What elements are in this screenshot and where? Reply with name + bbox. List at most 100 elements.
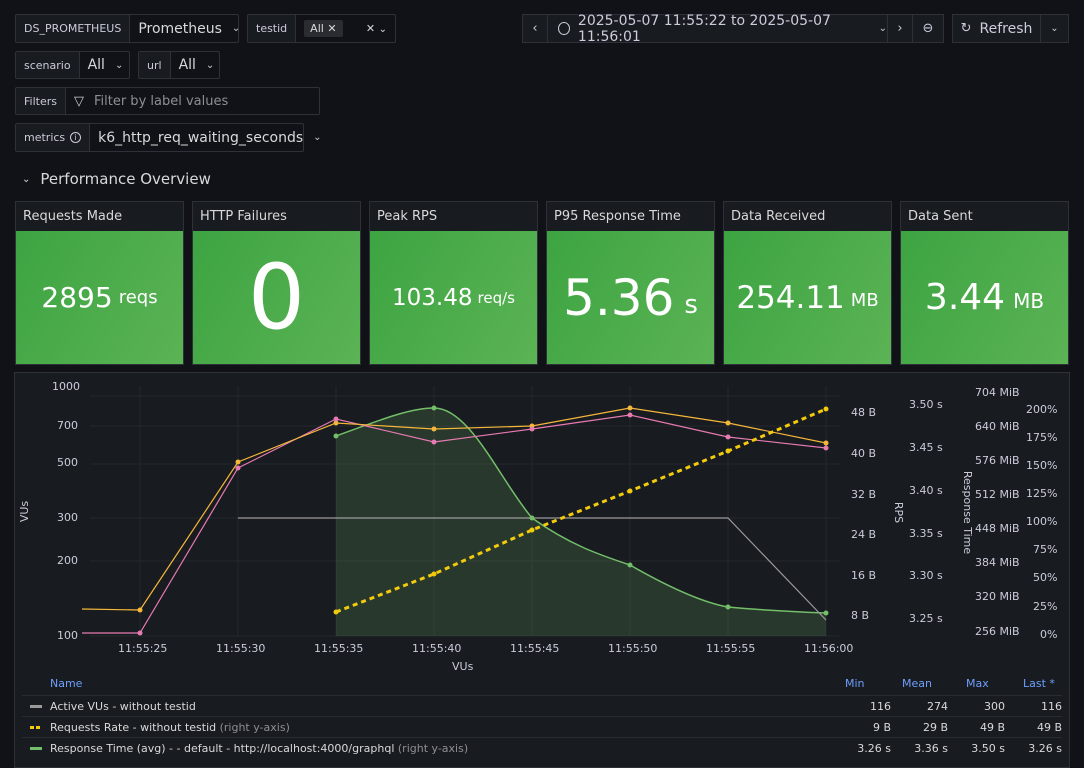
time-picker-button[interactable]: 2025-05-07 11:55:22 to 2025-05-07 11:56:… [547,12,888,45]
row-header[interactable]: ⌄ Performance Overview [22,170,211,188]
stat-body: 0 [193,231,360,364]
stat-panel-peak-rps[interactable]: Peak RPS 103.48 req/s [369,201,538,365]
metrics-label-text: metrics [24,131,66,144]
chevron-down-icon[interactable]: ⌄ [22,173,31,185]
filters-placeholder: Filter by label values [93,93,229,109]
filters-input[interactable]: ▽ Filter by label values [66,88,319,114]
mib-tick: 704 MiB [975,386,1020,399]
rps-tick: 24 B [851,528,877,541]
filters-label: Filters [16,88,66,114]
filter-icon: ▽ [73,93,84,109]
chevron-down-icon: ⌄ [114,59,124,71]
legend-row[interactable]: Requests Rate - without testid (right y-… [22,716,1062,737]
info-icon[interactable]: i [70,132,82,143]
resp-axis-label: Response Time [961,470,975,555]
stat-panel-requests[interactable]: Requests Made 2895 reqs [15,201,184,365]
x-tick: 11:55:35 [314,642,364,655]
x-tick: 11:55:55 [706,642,756,655]
zoom-out-icon: ⊖ [922,21,934,36]
legend-max: 300 [984,699,1005,713]
stat-body: 254.11 MB [724,231,891,364]
stat-body: 103.48 req/s [370,231,537,364]
legend-mean: 29 B [922,720,948,734]
testid-chip[interactable]: All ✕ [304,20,343,37]
stat-panel-data-received[interactable]: Data Received 254.11 MB [723,201,892,365]
rps-tick: 16 B [851,569,877,582]
stat-title: Data Received [731,209,826,224]
legend-mean: 274 [927,699,948,713]
x-tick: 11:56:00 [804,642,854,655]
zoom-out-button[interactable]: ⊖ [912,14,944,43]
mib-tick: 320 MiB [975,590,1020,603]
pct-tick: 50% [1033,571,1058,584]
stat-body: 5.36 s [547,231,714,364]
legend-col-name[interactable]: Name [50,677,83,690]
mib-tick: 384 MiB [975,556,1020,569]
stat-title: HTTP Failures [200,209,287,224]
response-time-area [336,408,826,636]
refresh-interval-button[interactable]: ⌄ [1040,14,1069,43]
pct-tick: 25% [1033,600,1058,613]
time-range-label: 2025-05-07 11:55:22 to 2025-05-07 11:56:… [577,12,831,45]
legend-row[interactable]: Response Time (avg) - - default - http:/… [22,737,1062,758]
testid-variable[interactable]: testid All ✕ ✕ ⌄ [247,14,396,43]
legend-last: 116 [1041,699,1062,713]
stat-value: 3.44 [924,277,1006,318]
stat-unit: MB [1013,288,1045,313]
rps-tick: 40 B [851,447,877,460]
x-tick: 11:55:30 [216,642,266,655]
legend-col-last[interactable]: Last * [1023,677,1055,690]
legend-min: 9 B [872,720,891,734]
refresh-button[interactable]: ↻ Refresh [952,14,1041,43]
stat-panel-data-sent[interactable]: Data Sent 3.44 MB [900,201,1069,365]
legend-series-name[interactable]: Active VUs - without testid [50,700,834,713]
y-axis-label: VUs [18,500,32,523]
metrics-variable-select[interactable]: k6_http_req_waiting_seconds ⌄ [90,124,329,151]
legend-series-name[interactable]: Requests Rate - without testid (right y-… [50,721,834,734]
scenario-variable[interactable]: scenario All ⌄ [15,51,130,79]
stat-title: Requests Made [23,209,123,224]
stat-panel-p95[interactable]: P95 Response Time 5.36 s [546,201,715,365]
ds-variable-select[interactable]: Prometheus ⌄ [130,15,248,42]
rps-tick: 48 B [851,406,877,419]
legend-series-name[interactable]: Response Time (avg) - - default - http:/… [50,742,834,755]
stat-value: 0 [247,245,306,350]
metrics-variable[interactable]: metrics i k6_http_req_waiting_seconds ⌄ [15,123,322,152]
stat-unit: s [684,289,698,320]
clear-icon[interactable]: ✕ ⌄ [365,22,387,35]
url-variable[interactable]: url All ⌄ [138,51,220,79]
x-tick: 11:55:40 [412,642,462,655]
url-variable-label: url [139,52,171,78]
rps-tick: 8 B [851,609,870,622]
testid-variable-select[interactable]: All ✕ ✕ ⌄ [296,15,395,42]
x-tick: 11:55:50 [608,642,658,655]
time-back-button[interactable]: ‹ [522,14,548,43]
legend-last: 49 B [1036,720,1062,734]
y-tick: 200 [57,554,78,567]
resp-tick: 3.35 s [909,527,943,540]
scenario-variable-select[interactable]: All ⌄ [80,52,132,78]
ds-variable[interactable]: DS_PROMETHEUS Prometheus ⌄ [15,14,240,43]
url-variable-select[interactable]: All ⌄ [171,52,223,78]
pct-tick: 200% [1026,403,1058,416]
legend-col-max[interactable]: Max [966,677,989,690]
data-points [137,405,829,636]
chip-remove-icon[interactable]: ✕ [327,22,337,35]
stat-unit: MB [850,290,879,311]
resp-tick: 3.25 s [909,612,943,625]
resp-tick: 3.40 s [909,484,943,497]
legend-col-mean[interactable]: Mean [902,677,932,690]
mib-tick: 512 MiB [975,488,1020,501]
pct-tick: 125% [1026,487,1058,500]
legend-row[interactable]: Active VUs - without testid 116 274 300 … [22,695,1062,716]
y-tick: 1000 [52,380,80,393]
pct-tick: 175% [1026,431,1058,444]
legend-col-min[interactable]: Min [845,677,865,690]
filters-variable[interactable]: Filters ▽ Filter by label values [15,87,320,115]
chevron-down-icon[interactable]: ⌄ [378,24,387,35]
stat-panel-failures[interactable]: HTTP Failures 0 [192,201,361,365]
metrics-variable-value: k6_http_req_waiting_seconds [98,129,304,146]
legend-swatch [30,704,42,708]
timeseries-panel[interactable] [14,372,1070,768]
